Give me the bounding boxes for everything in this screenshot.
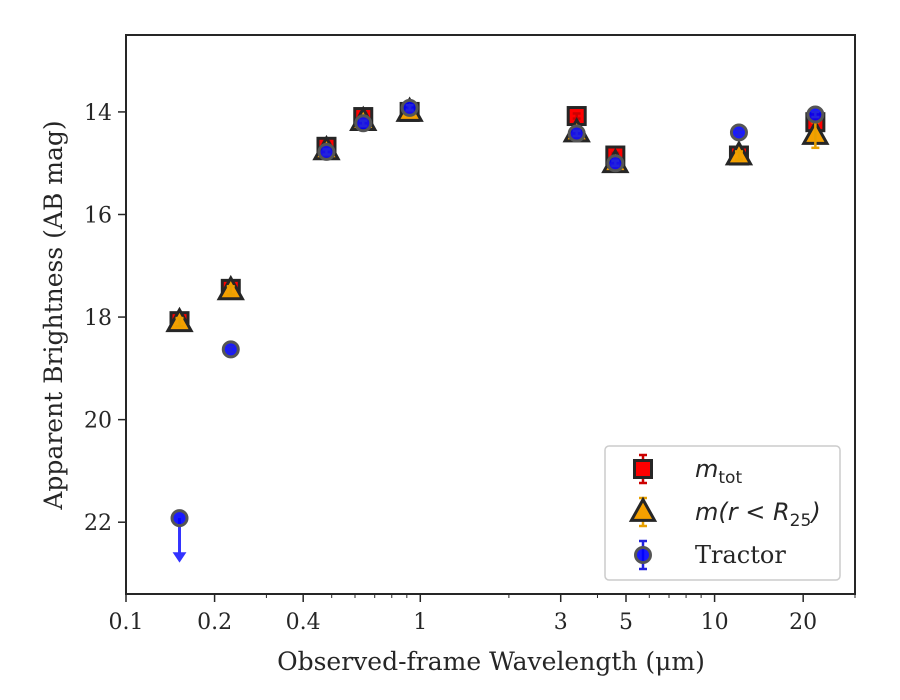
- legend-entry-tractor: Tractor: [634, 539, 786, 571]
- x-tick-label: 1: [413, 610, 427, 635]
- legend-marker: [633, 459, 653, 479]
- tractor-upper-limit-point: [170, 509, 189, 528]
- y-tick-label: 20: [84, 409, 112, 434]
- axes: 0.1 0.2 0.4 1 3 5 10 20 14 16 18 20 22: [84, 34, 856, 635]
- x-tick-label: 0.2: [197, 610, 232, 635]
- y-tick-label: 16: [84, 203, 112, 228]
- upper-limit-arrow-head: [172, 552, 187, 563]
- x-tick-label: 10: [701, 610, 729, 635]
- legend-marker: [634, 546, 652, 564]
- plot-area: [165, 96, 830, 563]
- y-axis-label: Apparent Brightness (AB mag): [39, 120, 68, 510]
- series-mtot: [169, 101, 826, 332]
- series-tractor: [170, 98, 825, 563]
- x-tick-label: 5: [619, 610, 633, 635]
- x-tick-label: 0.1: [109, 610, 144, 635]
- legend-label: Tractor: [695, 541, 786, 569]
- y-tick-label: 22: [84, 511, 112, 536]
- x-tick-label: 20: [789, 610, 817, 635]
- y-tick-label: 14: [84, 101, 112, 126]
- legend-entry-mtot: mtot: [633, 453, 742, 488]
- legend-marker: [628, 496, 658, 522]
- legend-label: mtot: [695, 455, 742, 488]
- x-tick-label: 0.4: [286, 610, 321, 635]
- legend-entry-mr25: m(r < R25): [628, 496, 821, 531]
- legend-box: [604, 445, 841, 581]
- y-tick-label: 18: [84, 306, 112, 331]
- series-mr25: [165, 96, 830, 333]
- legend: mtot m(r < R25) Tractor: [604, 445, 841, 581]
- legend-label: m(r < R25): [695, 498, 821, 531]
- x-axis-label: Observed-frame Wavelength (μm): [277, 647, 705, 676]
- plot-frame: [125, 34, 856, 595]
- x-tick-label: 3: [554, 610, 568, 635]
